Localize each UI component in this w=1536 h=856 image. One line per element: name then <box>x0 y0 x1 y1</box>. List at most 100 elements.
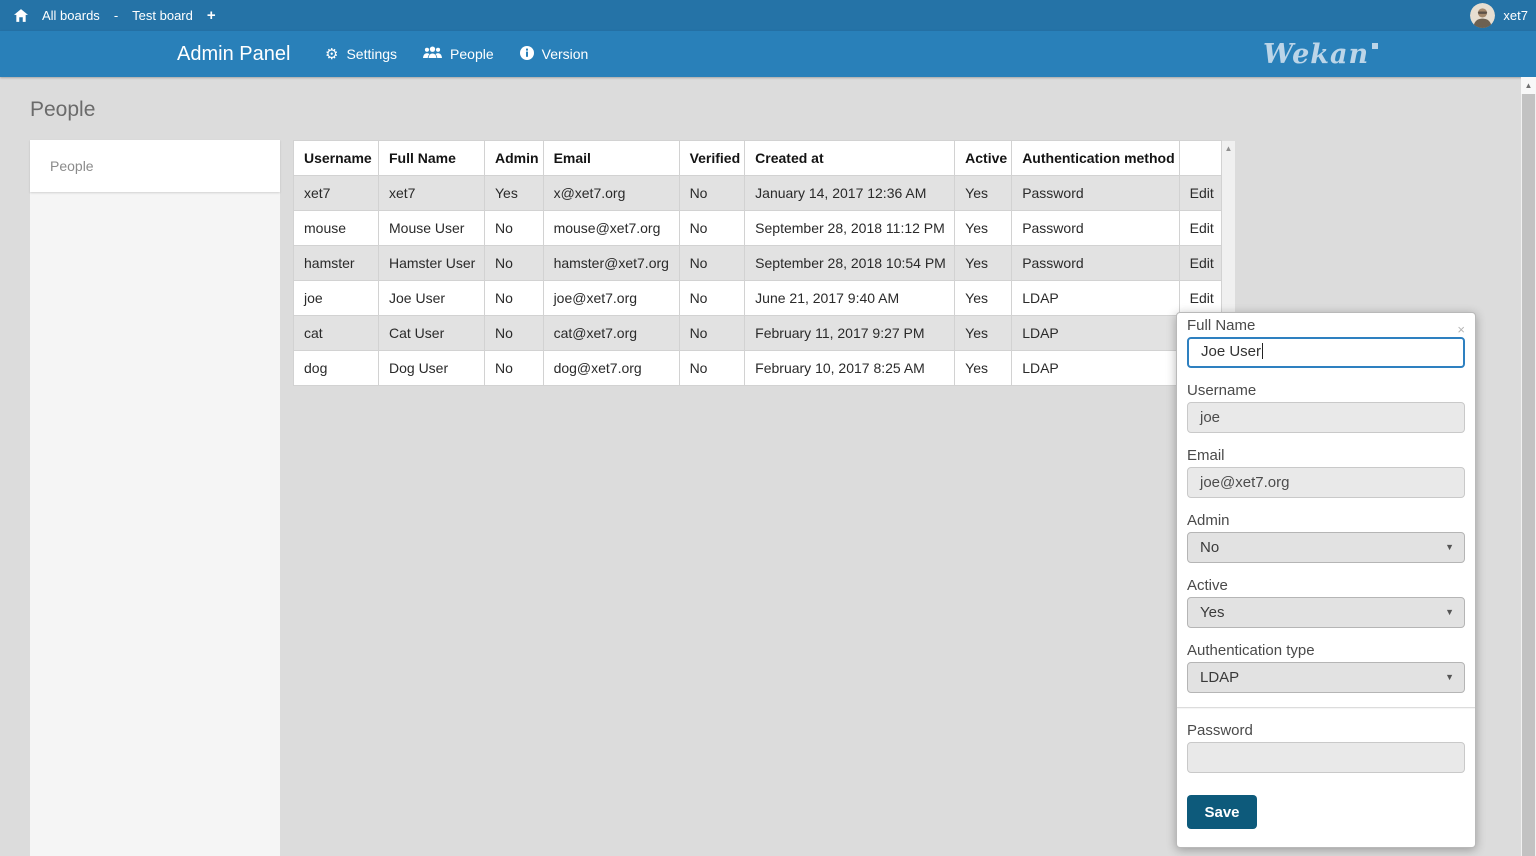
table-cell: x@xet7.org <box>542 175 680 211</box>
username-value: joe <box>1200 409 1221 426</box>
email-label: Email <box>1187 447 1225 464</box>
active-value: Yes <box>1200 604 1225 621</box>
home-icon[interactable] <box>14 9 28 22</box>
table-cell: dog@xet7.org <box>542 350 680 386</box>
chevron-down-icon: ▼ <box>1445 542 1454 552</box>
people-table: Username Full Name Admin Email Verified Creat… <box>293 140 1222 386</box>
wekan-logo: Wekan <box>1263 31 1379 77</box>
edit-cell: Edit <box>1178 280 1222 316</box>
edit-user-popup: × Full Name Joe User Username joe Email … <box>1176 312 1476 848</box>
table-cell: LDAP <box>1011 280 1180 316</box>
scroll-up-icon[interactable]: ▲ <box>1521 77 1536 94</box>
edit-cell: Edit <box>1178 210 1222 246</box>
table-cell: hamster@xet7.org <box>542 245 680 281</box>
password-input[interactable] <box>1187 742 1465 773</box>
edit-link[interactable]: Edit <box>1189 185 1214 201</box>
full-name-label: Full Name <box>1187 317 1256 334</box>
table-cell: No <box>678 175 746 211</box>
column-header: Username <box>293 140 379 176</box>
email-input: joe@xet7.org <box>1187 467 1465 498</box>
column-header: Verified <box>678 140 746 176</box>
sidebar: People <box>30 140 280 856</box>
table-cell: Password <box>1011 245 1180 281</box>
breadcrumb: All boards - Test board + <box>0 7 216 24</box>
table-cell: Yes <box>954 350 1013 386</box>
column-header: Admin <box>484 140 544 176</box>
text-caret <box>1262 343 1264 359</box>
all-boards-link[interactable]: All boards <box>42 8 100 23</box>
table-cell: No <box>484 315 544 351</box>
table-cell: No <box>678 245 746 281</box>
table-cell: hamster <box>293 245 379 281</box>
full-name-input[interactable]: Joe User <box>1187 337 1465 368</box>
table-cell: mouse <box>293 210 379 246</box>
user-name-label: xet7 <box>1503 8 1528 23</box>
scroll-up-icon[interactable]: ▲ <box>1224 144 1233 153</box>
menu-label: Version <box>541 46 589 62</box>
table-cell: cat@xet7.org <box>542 315 680 351</box>
menu-label: Settings <box>346 46 398 62</box>
table-cell: September 28, 2018 11:12 PM <box>744 210 956 246</box>
edit-link[interactable]: Edit <box>1189 255 1214 271</box>
save-button[interactable]: Save <box>1187 795 1257 829</box>
chevron-down-icon: ▼ <box>1445 672 1454 682</box>
table-row: mouse Mouse User No mouse@xet7.org No Septemb… <box>293 210 1222 246</box>
admin-field: Admin No ▼ <box>1187 512 1465 563</box>
table-cell: Hamster User <box>378 245 485 281</box>
username-label: Username <box>1187 382 1257 399</box>
auth-type-value: LDAP <box>1200 669 1240 686</box>
table-cell: Yes <box>954 280 1013 316</box>
table-cell: No <box>484 350 544 386</box>
page-header-title: Admin Panel <box>177 43 291 65</box>
edit-link[interactable]: Edit <box>1189 290 1214 306</box>
table-cell: Yes <box>954 210 1013 246</box>
column-header: Authentication method <box>1011 140 1180 176</box>
table-cell: Dog User <box>378 350 485 386</box>
menu-item-people[interactable]: People <box>423 46 494 62</box>
column-header: Created at <box>744 140 956 176</box>
close-icon[interactable]: × <box>1457 322 1465 337</box>
page-scrollbar[interactable]: ▲ <box>1521 77 1536 856</box>
admin-header-bar: Admin Panel ⚙ Settings People <box>0 31 1536 77</box>
top-navbar: All boards - Test board + xet7 <box>0 0 1536 31</box>
table-cell: mouse@xet7.org <box>542 210 680 246</box>
wekan-logo-dot <box>1372 43 1379 49</box>
sidebar-item-people[interactable]: People <box>30 140 280 192</box>
table-cell: No <box>678 280 746 316</box>
username-input: joe <box>1187 402 1465 433</box>
user-menu[interactable]: xet7 <box>1470 0 1528 31</box>
scrollbar-thumb[interactable] <box>1522 94 1535 856</box>
table-cell: No <box>678 315 746 351</box>
table-cell: xet7 <box>378 175 485 211</box>
avatar[interactable] <box>1470 3 1496 28</box>
table-cell: Yes <box>954 175 1013 211</box>
table-cell: Joe User <box>378 280 485 316</box>
admin-select[interactable]: No ▼ <box>1187 532 1465 563</box>
admin-menu: ⚙ Settings People <box>325 31 588 77</box>
chevron-down-icon: ▼ <box>1445 607 1454 617</box>
add-board-icon[interactable]: + <box>206 7 216 24</box>
edit-link[interactable]: Edit <box>1189 220 1214 236</box>
auth-type-select[interactable]: LDAP ▼ <box>1187 662 1465 693</box>
table-cell: Mouse User <box>378 210 485 246</box>
menu-label: People <box>450 46 494 62</box>
people-table-body: xet7 xet7 Yes x@xet7.org No January 14, 2017 … <box>293 175 1222 386</box>
board-name-link[interactable]: Test board <box>132 8 193 23</box>
table-cell: June 21, 2017 9:40 AM <box>744 280 956 316</box>
breadcrumb-separator: - <box>113 8 119 23</box>
active-select[interactable]: Yes ▼ <box>1187 597 1465 628</box>
table-cell: Password <box>1011 210 1180 246</box>
table-row: dog Dog User No dog@xet7.org No February 10, … <box>293 350 1222 386</box>
table-row: cat Cat User No cat@xet7.org No February 11, … <box>293 315 1222 351</box>
table-cell: Yes <box>954 315 1013 351</box>
password-field: Password <box>1187 722 1465 773</box>
menu-item-settings[interactable]: ⚙ Settings <box>325 46 397 62</box>
table-cell: No <box>484 210 544 246</box>
info-icon <box>519 45 534 63</box>
menu-item-version[interactable]: Version <box>519 45 589 63</box>
active-label: Active <box>1187 577 1228 594</box>
wekan-logo-text: Wekan <box>1263 38 1370 70</box>
table-cell: January 14, 2017 12:36 AM <box>744 175 956 211</box>
people-table-head-row: Username Full Name Admin Email Verified Creat… <box>293 140 1222 176</box>
column-header: Full Name <box>378 140 485 176</box>
